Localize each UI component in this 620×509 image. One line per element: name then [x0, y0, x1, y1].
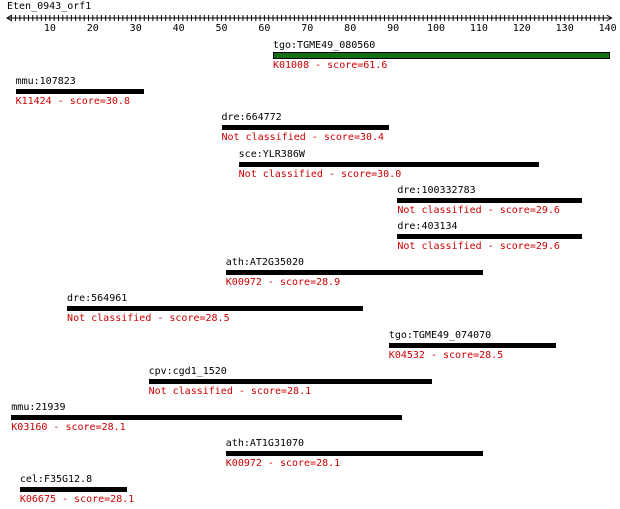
hit-alignment-bar[interactable]	[221, 125, 389, 131]
ruler-tick-label: 40	[173, 23, 185, 34]
ruler-tick-label: 10	[44, 23, 56, 34]
ruler-tick-label: 70	[301, 23, 313, 34]
hit-gene-label[interactable]: cel:F35G12.8	[19, 474, 93, 486]
ruler-tick-label: 20	[87, 23, 99, 34]
ruler-tick-label: 110	[470, 23, 488, 34]
hit-gene-label[interactable]: sce:YLR386W	[238, 148, 305, 160]
hit-score-label[interactable]: K11424 - score=30.8	[15, 96, 130, 108]
ruler-tick-label: 90	[387, 23, 399, 34]
hit-gene-label[interactable]: tgo:TGME49_080560	[272, 40, 376, 51]
hit-alignment-bar[interactable]	[225, 270, 484, 276]
ruler-tick-label: 80	[344, 23, 356, 34]
hit-score-label[interactable]: Not classified - score=30.0	[238, 168, 402, 180]
hit-score-label[interactable]: Not classified - score=29.6	[397, 241, 560, 252]
hit-gene-label[interactable]: dre:564961	[67, 293, 128, 305]
hit-gene-label[interactable]: ath:AT1G31070	[225, 438, 305, 450]
hit-gene-label[interactable]: cpv:cgd1_1520	[148, 365, 227, 377]
hit-alignment-bar[interactable]	[19, 487, 128, 493]
hit-alignment-bar[interactable]	[67, 306, 364, 312]
ruler-tick-label: 130	[556, 23, 574, 34]
hit-alignment-bar[interactable]	[397, 197, 582, 203]
hit-gene-label[interactable]: ath:AT2G35020	[225, 257, 305, 269]
hit-gene-label[interactable]: dre:403134	[397, 221, 458, 232]
position-ruler: 10 20 30 40 50 60 70 80 90 100 110 120 130 140	[6, 14, 617, 34]
ruler-tick-label: 120	[513, 23, 531, 34]
hit-gene-label[interactable]: mmu:21939	[11, 402, 66, 413]
hit-alignment-bar[interactable]	[225, 451, 484, 457]
ruler-tick-label: 140	[599, 23, 617, 34]
ruler-left-arrow	[6, 14, 13, 22]
hit-gene-label[interactable]: dre:100332783	[397, 184, 476, 196]
hit-score-label[interactable]: K03160 - score=28.1	[11, 422, 126, 433]
hit-score-label[interactable]: Not classified - score=28.5	[67, 313, 230, 325]
hit-alignment-bar[interactable]	[11, 415, 402, 420]
hit-gene-label[interactable]: mmu:107823	[15, 76, 76, 88]
hit-gene-label[interactable]: dre:664772	[221, 112, 282, 124]
ruler-tick-label: 60	[258, 23, 270, 34]
hit-alignment-bar[interactable]	[15, 89, 145, 95]
hit-score-label[interactable]: K00972 - score=28.9	[225, 277, 341, 289]
hit-score-label[interactable]: Not classified - score=29.6	[397, 204, 560, 216]
hit-score-label[interactable]: Not classified - score=28.1	[148, 385, 312, 397]
ruler-right-arrow	[606, 14, 613, 22]
query-title: Eten_0943_orf1	[7, 1, 92, 12]
hit-alignment-bar[interactable]	[388, 342, 557, 348]
ruler-tick-label: 100	[427, 23, 445, 34]
hit-alignment-bar[interactable]	[238, 161, 539, 167]
ruler-tick-label: 30	[130, 23, 142, 34]
hit-score-label[interactable]: Not classified - score=30.4	[221, 132, 385, 144]
ruler-tick-label: 50	[215, 23, 227, 34]
hit-score-label[interactable]: K01008 - score=61.6	[272, 60, 388, 71]
hit-score-label[interactable]: K06675 - score=28.1	[19, 494, 135, 506]
hit-alignment-bar[interactable]	[272, 52, 610, 59]
hit-alignment-bar[interactable]	[397, 234, 582, 239]
hit-gene-label[interactable]: tgo:TGME49_074070	[388, 329, 492, 341]
hit-alignment-bar[interactable]	[148, 378, 432, 384]
hit-score-label[interactable]: K00972 - score=28.1	[225, 458, 341, 470]
hit-score-label[interactable]: K04532 - score=28.5	[388, 349, 504, 361]
